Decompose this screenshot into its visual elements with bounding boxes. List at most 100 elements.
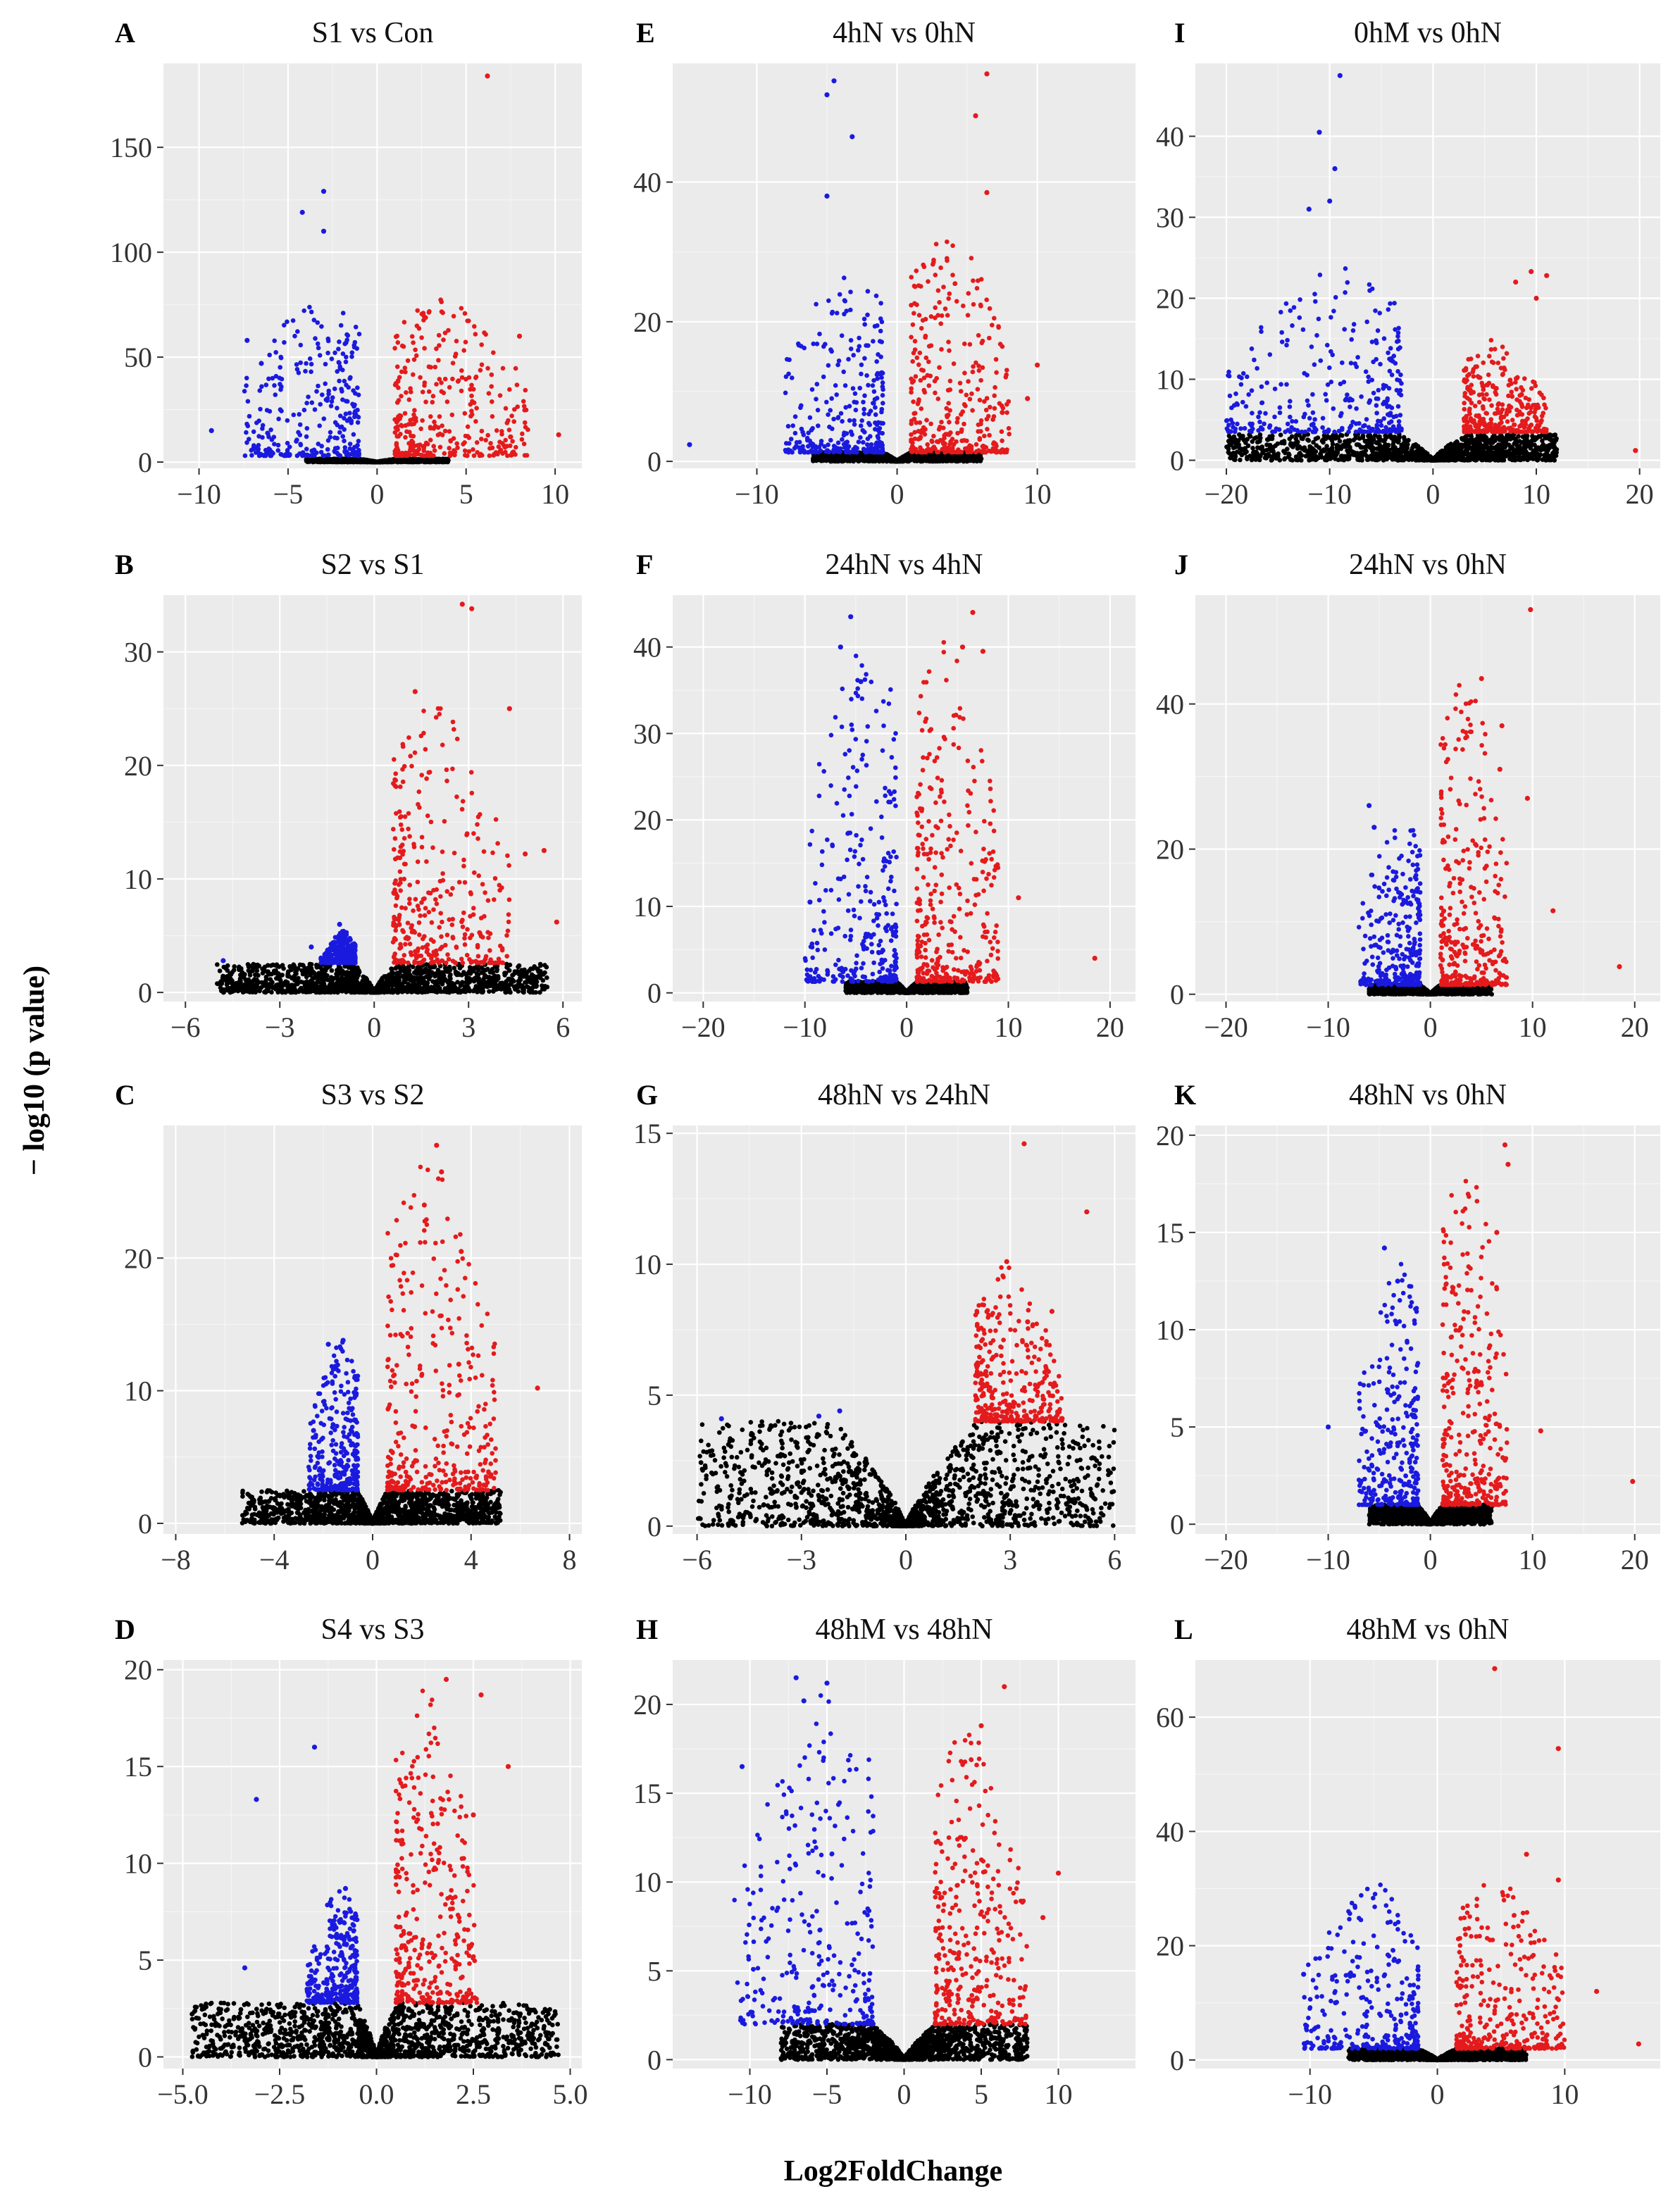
point-ns bbox=[900, 454, 906, 459]
point-down bbox=[316, 383, 321, 389]
point-down bbox=[266, 435, 271, 439]
point-down bbox=[857, 344, 862, 349]
point-ns bbox=[920, 454, 926, 459]
outlier-point-down bbox=[687, 442, 692, 447]
point-down bbox=[355, 385, 360, 390]
point-down bbox=[840, 437, 845, 442]
point-up bbox=[447, 429, 452, 434]
point-up bbox=[983, 407, 989, 413]
point-up bbox=[464, 453, 470, 458]
point-up bbox=[479, 428, 485, 434]
point-up bbox=[428, 437, 433, 443]
point-down bbox=[848, 289, 853, 294]
point-down bbox=[881, 401, 885, 406]
point-up bbox=[475, 450, 480, 455]
point-up bbox=[463, 339, 468, 345]
outlier-point-up bbox=[984, 71, 990, 77]
point-up bbox=[471, 447, 475, 452]
point-up bbox=[521, 442, 527, 447]
point-up bbox=[401, 344, 406, 349]
point-up bbox=[947, 420, 952, 425]
point-ns bbox=[838, 453, 842, 458]
point-down bbox=[852, 418, 857, 423]
point-ns bbox=[816, 455, 821, 460]
point-up bbox=[496, 444, 502, 449]
panel-a-title: S1 vs Con bbox=[312, 17, 434, 49]
point-up bbox=[935, 449, 941, 454]
point-up bbox=[513, 452, 518, 457]
point-up bbox=[946, 412, 951, 418]
point-up bbox=[911, 399, 916, 404]
point-up bbox=[502, 444, 508, 450]
y-tick-label: 20 bbox=[633, 306, 661, 338]
point-down bbox=[783, 447, 788, 453]
point-up bbox=[487, 453, 492, 458]
point-ns bbox=[1540, 438, 1545, 444]
outlier-point-up bbox=[516, 333, 523, 339]
point-ns bbox=[940, 458, 945, 463]
y-axis-title: − log10 (p value) bbox=[18, 966, 51, 1175]
point-up bbox=[947, 378, 953, 384]
point-up bbox=[930, 439, 935, 444]
point-up bbox=[402, 411, 408, 416]
point-up bbox=[474, 440, 480, 445]
point-up bbox=[921, 387, 926, 393]
point-up bbox=[947, 387, 953, 392]
point-down bbox=[272, 383, 277, 388]
point-down bbox=[297, 412, 302, 417]
point-down bbox=[337, 413, 343, 418]
point-up bbox=[928, 421, 933, 427]
point-up bbox=[945, 449, 950, 454]
point-down bbox=[828, 347, 833, 352]
point-up bbox=[426, 364, 432, 369]
point-up bbox=[971, 301, 976, 307]
point-up bbox=[423, 399, 428, 404]
point-down bbox=[325, 338, 331, 344]
point-up bbox=[399, 394, 404, 399]
point-up bbox=[947, 291, 952, 297]
point-down bbox=[878, 301, 883, 306]
point-up bbox=[437, 377, 442, 382]
point-up bbox=[411, 357, 417, 362]
point-down bbox=[873, 293, 879, 299]
point-down bbox=[786, 371, 791, 377]
point-up bbox=[911, 350, 916, 356]
point-ns bbox=[843, 456, 848, 461]
point-up bbox=[976, 332, 981, 338]
point-up bbox=[911, 411, 916, 416]
point-up bbox=[921, 262, 926, 268]
point-up bbox=[432, 448, 437, 453]
point-up bbox=[928, 343, 934, 349]
point-up bbox=[479, 437, 484, 442]
point-down bbox=[874, 396, 880, 401]
point-ns bbox=[380, 459, 385, 464]
point-up bbox=[512, 407, 517, 412]
point-down bbox=[864, 449, 869, 455]
point-down bbox=[826, 363, 831, 368]
point-down bbox=[295, 329, 300, 335]
point-up bbox=[976, 368, 982, 373]
point-ns bbox=[338, 458, 343, 464]
point-down bbox=[874, 359, 879, 364]
point-down bbox=[870, 383, 876, 388]
point-down bbox=[806, 430, 811, 435]
point-up bbox=[465, 424, 471, 430]
panel-i-title: 0hM vs 0hN bbox=[1354, 17, 1502, 49]
point-up bbox=[928, 373, 933, 379]
point-up bbox=[987, 306, 993, 311]
point-up bbox=[980, 338, 985, 344]
point-down bbox=[336, 347, 341, 351]
point-down bbox=[318, 449, 324, 455]
point-down bbox=[309, 369, 313, 375]
point-up bbox=[520, 431, 525, 437]
point-up bbox=[404, 429, 409, 435]
point-up bbox=[490, 414, 495, 419]
point-down bbox=[292, 333, 297, 339]
point-up bbox=[959, 427, 964, 432]
point-down bbox=[873, 412, 878, 417]
point-up bbox=[437, 414, 442, 419]
point-up bbox=[980, 365, 985, 370]
point-up bbox=[418, 452, 424, 458]
point-down bbox=[301, 308, 307, 313]
point-down bbox=[857, 385, 862, 391]
